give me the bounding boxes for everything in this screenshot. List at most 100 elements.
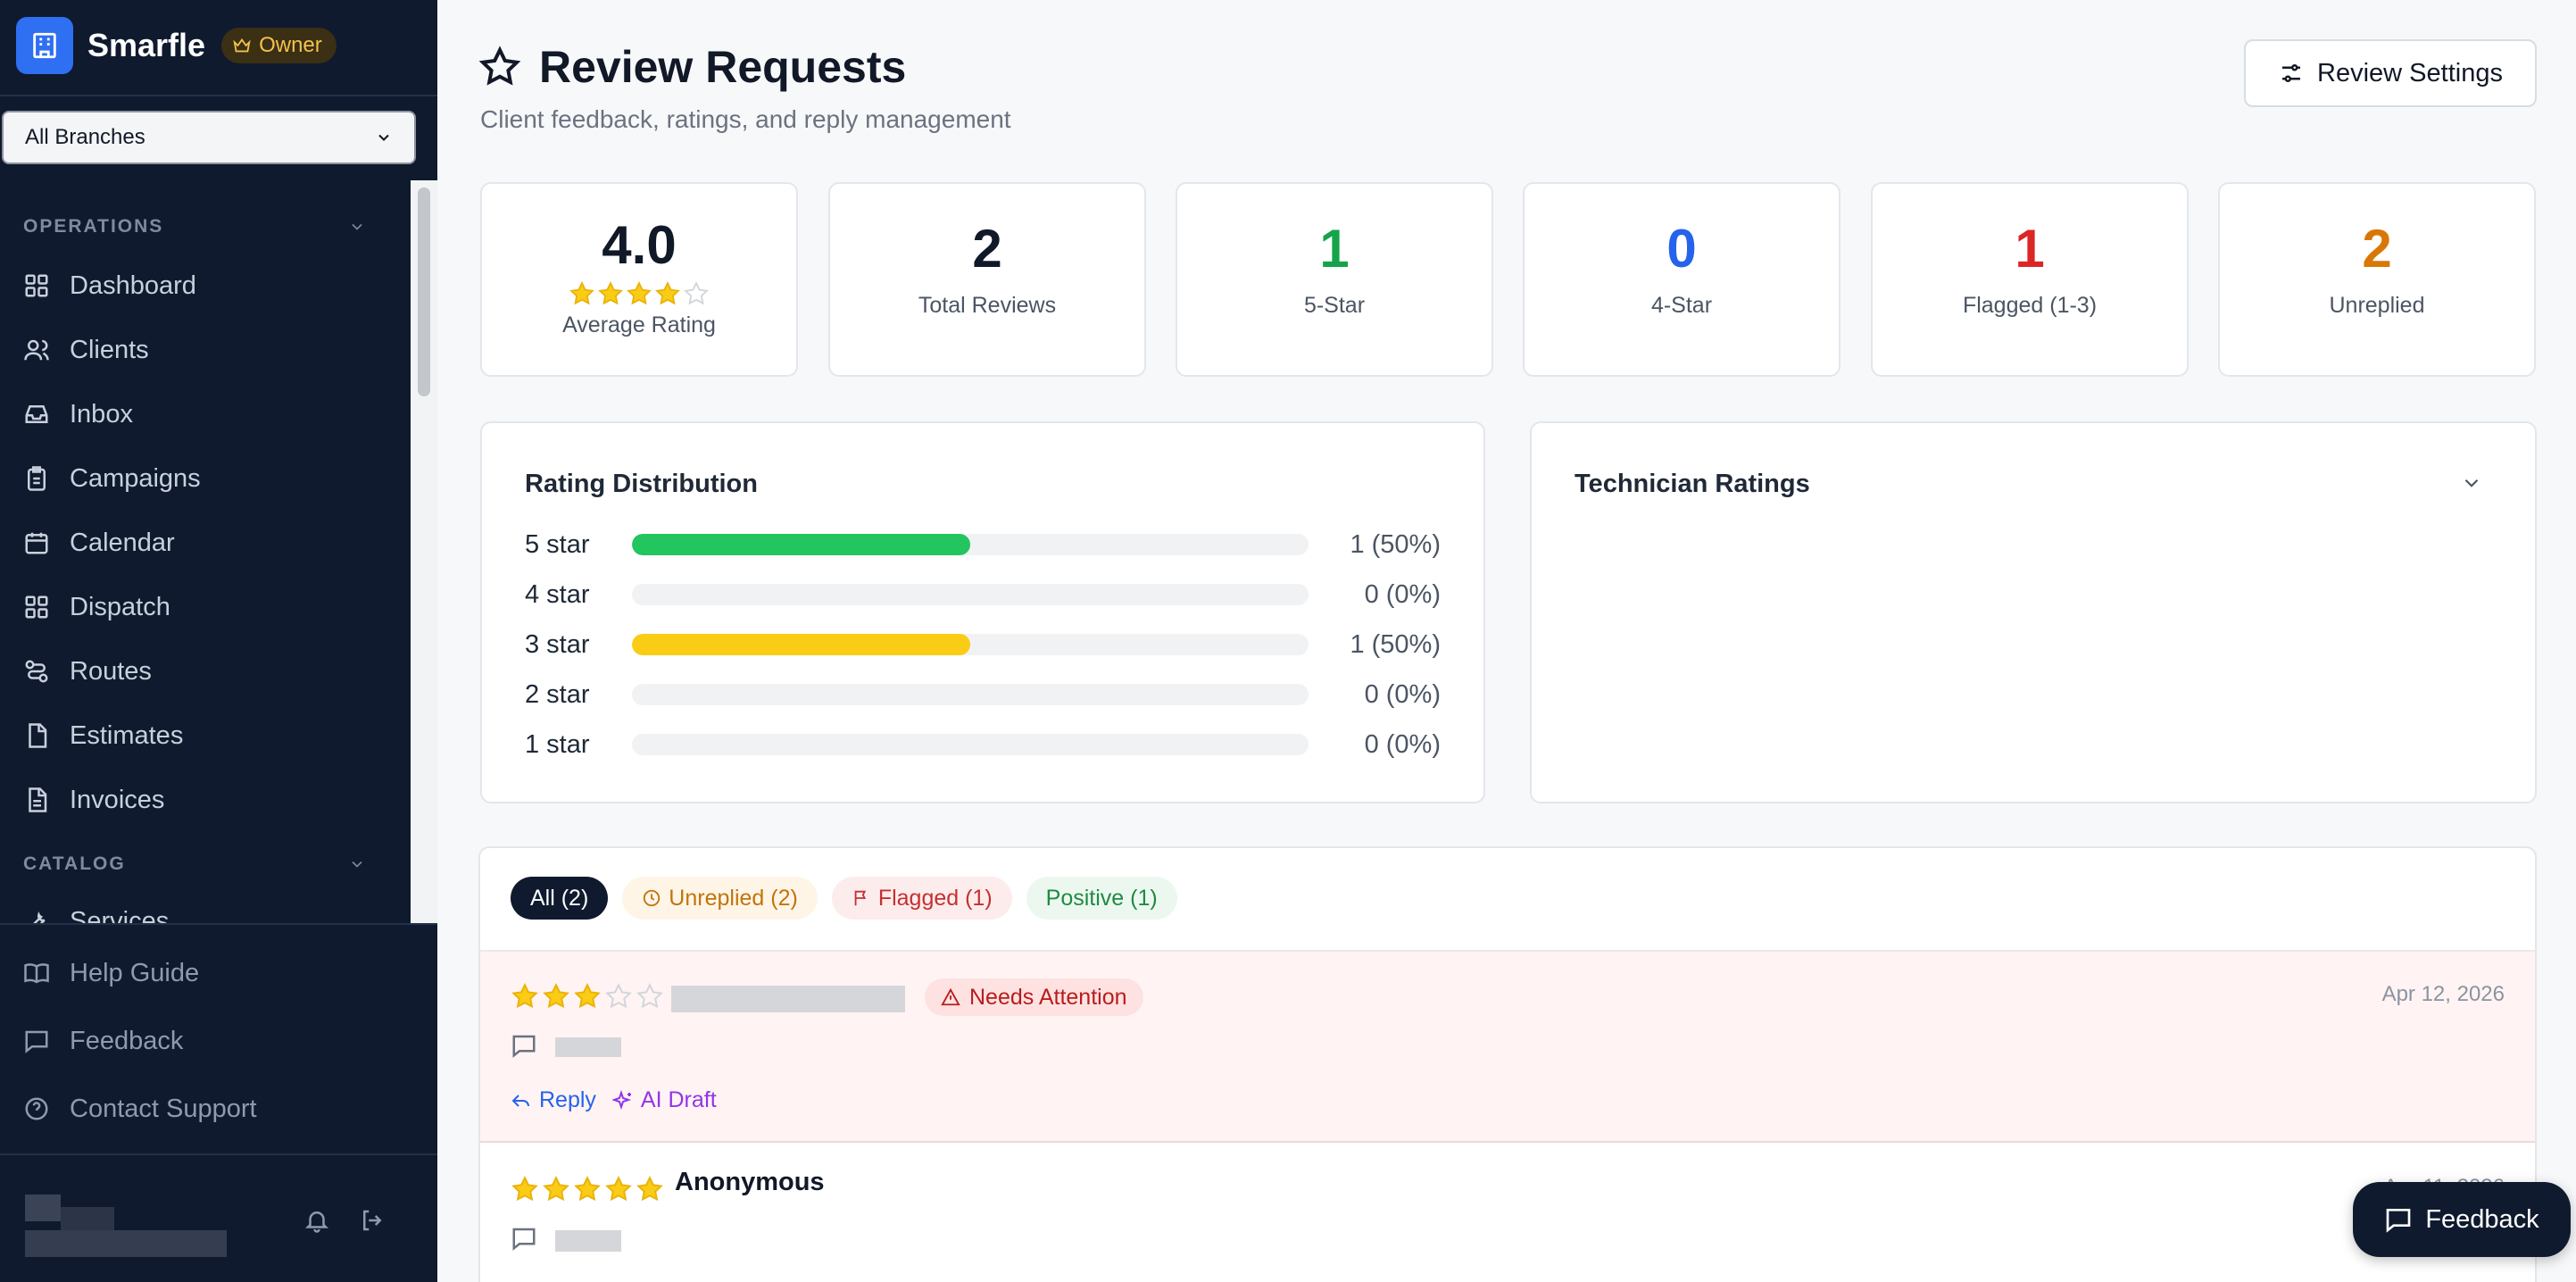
sidebar-item-inbox[interactable]: Inbox <box>0 387 411 441</box>
sidebar-item-label: Estimates <box>70 720 184 750</box>
review-comment-redacted <box>555 1037 621 1057</box>
branch-select[interactable]: All Branches <box>2 111 416 164</box>
clipboard-icon <box>28 466 46 491</box>
average-rating-stars <box>482 280 796 307</box>
filter-positive[interactable]: Positive (1) <box>1026 877 1177 920</box>
chevron-down-icon[interactable] <box>348 218 366 236</box>
section-operations: OPERATIONS <box>23 216 164 237</box>
filter-label: Flagged (1) <box>877 885 993 911</box>
brand: Smarfle Owner <box>16 16 337 75</box>
distribution-bar-track <box>632 534 1309 555</box>
stat-label: Total Reviews <box>918 293 1057 318</box>
users-icon <box>24 339 49 361</box>
sidebar-item-calendar[interactable]: Calendar <box>0 516 411 570</box>
review-actions: Reply AI Draft <box>511 1087 717 1113</box>
distribution-count: 0 (0%) <box>1364 679 1441 709</box>
feedback-label: Feedback <box>70 1026 184 1055</box>
distribution-count: 0 (0%) <box>1364 729 1441 759</box>
filter-label: Positive (1) <box>1045 885 1158 911</box>
reply-label: Reply <box>539 1087 596 1112</box>
sparkles-icon <box>611 1089 632 1110</box>
distribution-bar-fill <box>632 534 970 555</box>
page-title: Review Requests <box>539 42 907 92</box>
sidebar-item-label: Campaigns <box>70 463 201 493</box>
stat-value: 1 <box>2015 219 2045 279</box>
feedback-link[interactable]: Feedback <box>0 1014 437 1068</box>
chevron-down-icon[interactable] <box>348 855 366 873</box>
sidebar-item-label: Dispatch <box>70 592 170 621</box>
stat-label: 5-Star <box>1303 293 1366 318</box>
distribution-count: 0 (0%) <box>1364 579 1441 609</box>
grid-icon <box>25 595 48 619</box>
star-filled-icon <box>574 983 601 1009</box>
reply-button[interactable]: Reply <box>511 1087 596 1113</box>
technician-ratings-panel[interactable]: Technician Ratings <box>1530 421 2537 803</box>
filter-all[interactable]: All (2) <box>511 877 609 920</box>
distribution-label: 4 star <box>525 579 590 609</box>
distribution-row: 4 star 0 (0%) <box>525 577 1441 612</box>
contact-support-link[interactable]: Contact Support <box>0 1082 437 1136</box>
sidebar-item-label: Inbox <box>70 399 133 429</box>
distribution-count: 1 (50%) <box>1350 529 1441 559</box>
inbox-icon <box>25 405 48 423</box>
sidebar-item-label: Clients <box>70 335 149 364</box>
star-empty-icon <box>684 280 709 305</box>
sidebar-item-invoices[interactable]: Invoices <box>0 773 411 827</box>
sidebar-item-label: Routes <box>70 656 152 686</box>
filter-flagged[interactable]: Flagged (1) <box>831 877 1012 920</box>
chevron-down-icon <box>378 134 389 141</box>
sidebar-item-estimates[interactable]: Estimates <box>0 709 411 762</box>
feedback-fab[interactable]: Feedback <box>2353 1182 2571 1257</box>
help-guide-label: Help Guide <box>70 958 200 987</box>
star-filled-icon <box>598 280 623 305</box>
review-comment-redacted <box>555 1230 621 1252</box>
bell-icon[interactable] <box>303 1207 330 1234</box>
page-subtitle: Client feedback, ratings, and reply mana… <box>480 105 1011 133</box>
sidebar-item-clients[interactable]: Clients <box>0 323 411 377</box>
ai-draft-button[interactable]: AI Draft <box>611 1087 717 1113</box>
building-icon <box>16 17 73 74</box>
review-date: Apr 12, 2026 <box>2381 982 2505 1006</box>
distribution-label: 5 star <box>525 529 590 559</box>
message-icon <box>25 1030 48 1053</box>
help-circle-icon <box>25 1097 48 1120</box>
review-settings-button[interactable]: Review Settings <box>2244 39 2537 107</box>
reply-icon <box>511 1094 529 1107</box>
distribution-row: 5 star 1 (50%) <box>525 527 1441 562</box>
sidebar-item-dispatch[interactable]: Dispatch <box>0 580 411 634</box>
contact-support-label: Contact Support <box>70 1094 257 1123</box>
stat-card-flagged: 1 Flagged (1-3) <box>1871 182 2189 377</box>
rating-distribution-panel: Rating Distribution 5 star 1 (50%) 4 star 0… <box>480 421 1485 803</box>
sidebar-item-campaigns[interactable]: Campaigns <box>0 452 411 505</box>
panel-title: Rating Distribution <box>525 470 758 498</box>
sidebar-scrollbar-thumb[interactable] <box>418 187 430 396</box>
filter-unreplied[interactable]: Unreplied (2) <box>622 877 818 920</box>
calendar-icon <box>25 532 48 554</box>
sidebar-item-dashboard[interactable]: Dashboard <box>0 259 411 312</box>
distribution-bar-track <box>632 584 1309 605</box>
review-item[interactable]: Needs Attention Apr 12, 2026 Reply AI Dr… <box>480 952 2535 1143</box>
distribution-row: 3 star 1 (50%) <box>525 627 1441 662</box>
sidebar-item-services[interactable]: Services <box>0 895 411 923</box>
sidebar-item-routes[interactable]: Routes <box>0 645 411 698</box>
reviewer-name: Anonymous <box>675 1168 825 1196</box>
sidebar: Smarfle Owner All Branches OPERATIONS Da… <box>0 0 437 1282</box>
star-filled-icon <box>605 1176 632 1202</box>
chevron-down-icon[interactable] <box>2460 471 2483 495</box>
help-guide-link[interactable]: Help Guide <box>0 946 437 1000</box>
distribution-bar-fill <box>632 634 970 655</box>
star-filled-icon <box>627 280 652 305</box>
flag-icon <box>854 890 866 906</box>
route-icon <box>25 660 48 683</box>
review-stars <box>511 1175 664 1203</box>
divider <box>0 1153 437 1155</box>
section-catalog: CATALOG <box>23 853 126 874</box>
star-filled-icon <box>569 280 594 305</box>
review-item[interactable]: Anonymous Apr 11, 2026 <box>480 1145 2535 1282</box>
sliders-icon <box>2282 64 2301 82</box>
divider <box>480 950 2535 952</box>
stat-label: Unreplied <box>2329 293 2425 318</box>
logout-icon[interactable] <box>359 1207 386 1234</box>
file-icon <box>29 723 47 748</box>
star-filled-icon <box>511 1176 538 1202</box>
